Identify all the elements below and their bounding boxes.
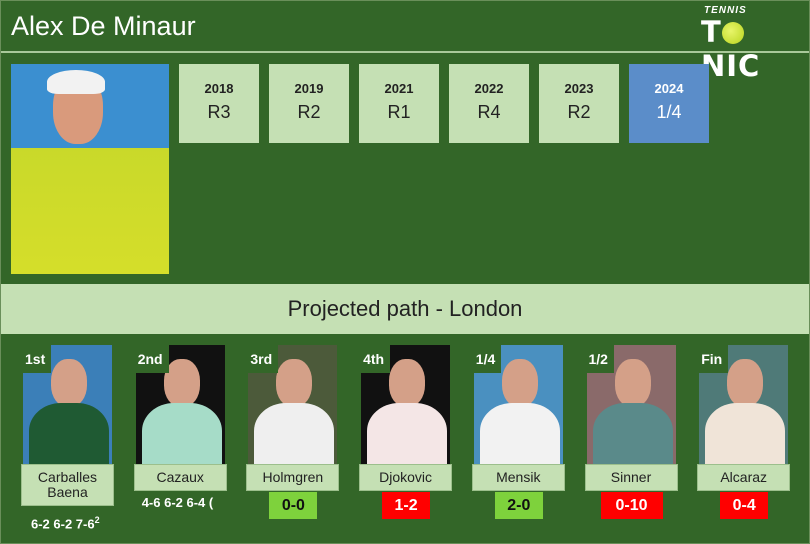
match-score: 4-6 6-2 6-4 ( [141,495,214,510]
year-result-2023: 2023 R2 [539,64,619,143]
opponent-photo [586,345,676,464]
round-label: 3rd [246,345,279,373]
result-label: R3 [207,102,231,122]
year-result-2024: 2024 1/4 [629,64,709,143]
opponent-photo [135,345,225,464]
year-result-2021: 2021 R1 [359,64,439,143]
opponent-name: Alcaraz [697,464,791,491]
year-result-2018: 2018 R3 [179,64,259,143]
year-label: 2024 [654,81,684,96]
opponent-name: Cazaux [133,464,227,491]
year-label: 2023 [564,81,594,96]
round-label: 2nd [133,345,169,373]
h2h-badge: 0-0 [269,492,318,519]
round-label: 1st [21,345,52,373]
h2h-badge: 1-2 [382,492,431,519]
opponent-name: Mensik [471,464,565,491]
opponent-name: Djokovic [359,464,453,491]
round-label: 1/2 [584,345,614,373]
match-score: 6-2 6-2 7-62 [31,515,100,532]
projected-path-title: Projected path - London [1,284,809,334]
result-label: R4 [477,102,501,122]
year-label: 2021 [384,81,414,96]
year-result-2022: 2022 R4 [449,64,529,143]
opponent-name: Sinner [584,464,678,491]
year-label: 2019 [294,81,324,96]
result-label: R2 [297,102,321,122]
year-result-2019: 2019 R2 [269,64,349,143]
divider [1,51,809,53]
result-label: R2 [567,102,591,122]
tennis-tonic-logo: TENNIS TNIC [701,5,761,83]
result-label: 1/4 [656,102,682,122]
round-label: Fin [697,345,729,373]
year-label: 2022 [474,81,504,96]
player-photo [11,64,169,274]
round-label: 1/4 [471,345,502,373]
opponent-name: Holmgren [246,464,340,491]
opponent-photo [23,345,112,464]
year-label: 2018 [204,81,234,96]
h2h-badge: 0-10 [600,492,663,519]
page-title: Alex De Minaur [11,11,196,41]
round-label: 4th [359,345,391,373]
tennis-ball-icon [721,22,744,44]
h2h-badge: 2-0 [494,492,543,519]
opponent-name: Carballes Baena [21,464,114,506]
h2h-badge: 0-4 [720,492,769,519]
result-label: R1 [387,102,411,122]
